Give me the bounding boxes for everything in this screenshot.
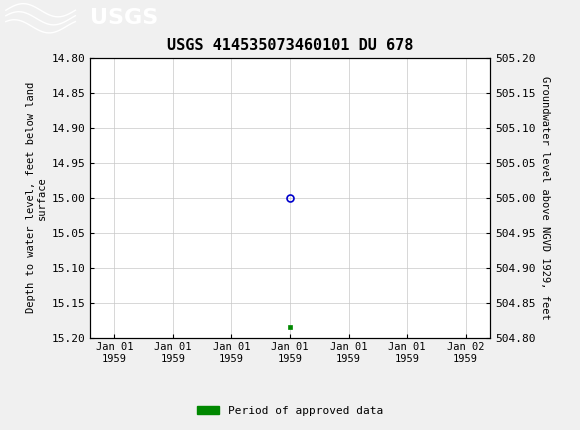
- Text: USGS 414535073460101 DU 678: USGS 414535073460101 DU 678: [167, 38, 413, 52]
- Y-axis label: Depth to water level, feet below land
surface: Depth to water level, feet below land su…: [26, 82, 47, 313]
- Legend: Period of approved data: Period of approved data: [193, 401, 387, 420]
- Text: USGS: USGS: [90, 8, 158, 28]
- Y-axis label: Groundwater level above NGVD 1929, feet: Groundwater level above NGVD 1929, feet: [539, 76, 550, 319]
